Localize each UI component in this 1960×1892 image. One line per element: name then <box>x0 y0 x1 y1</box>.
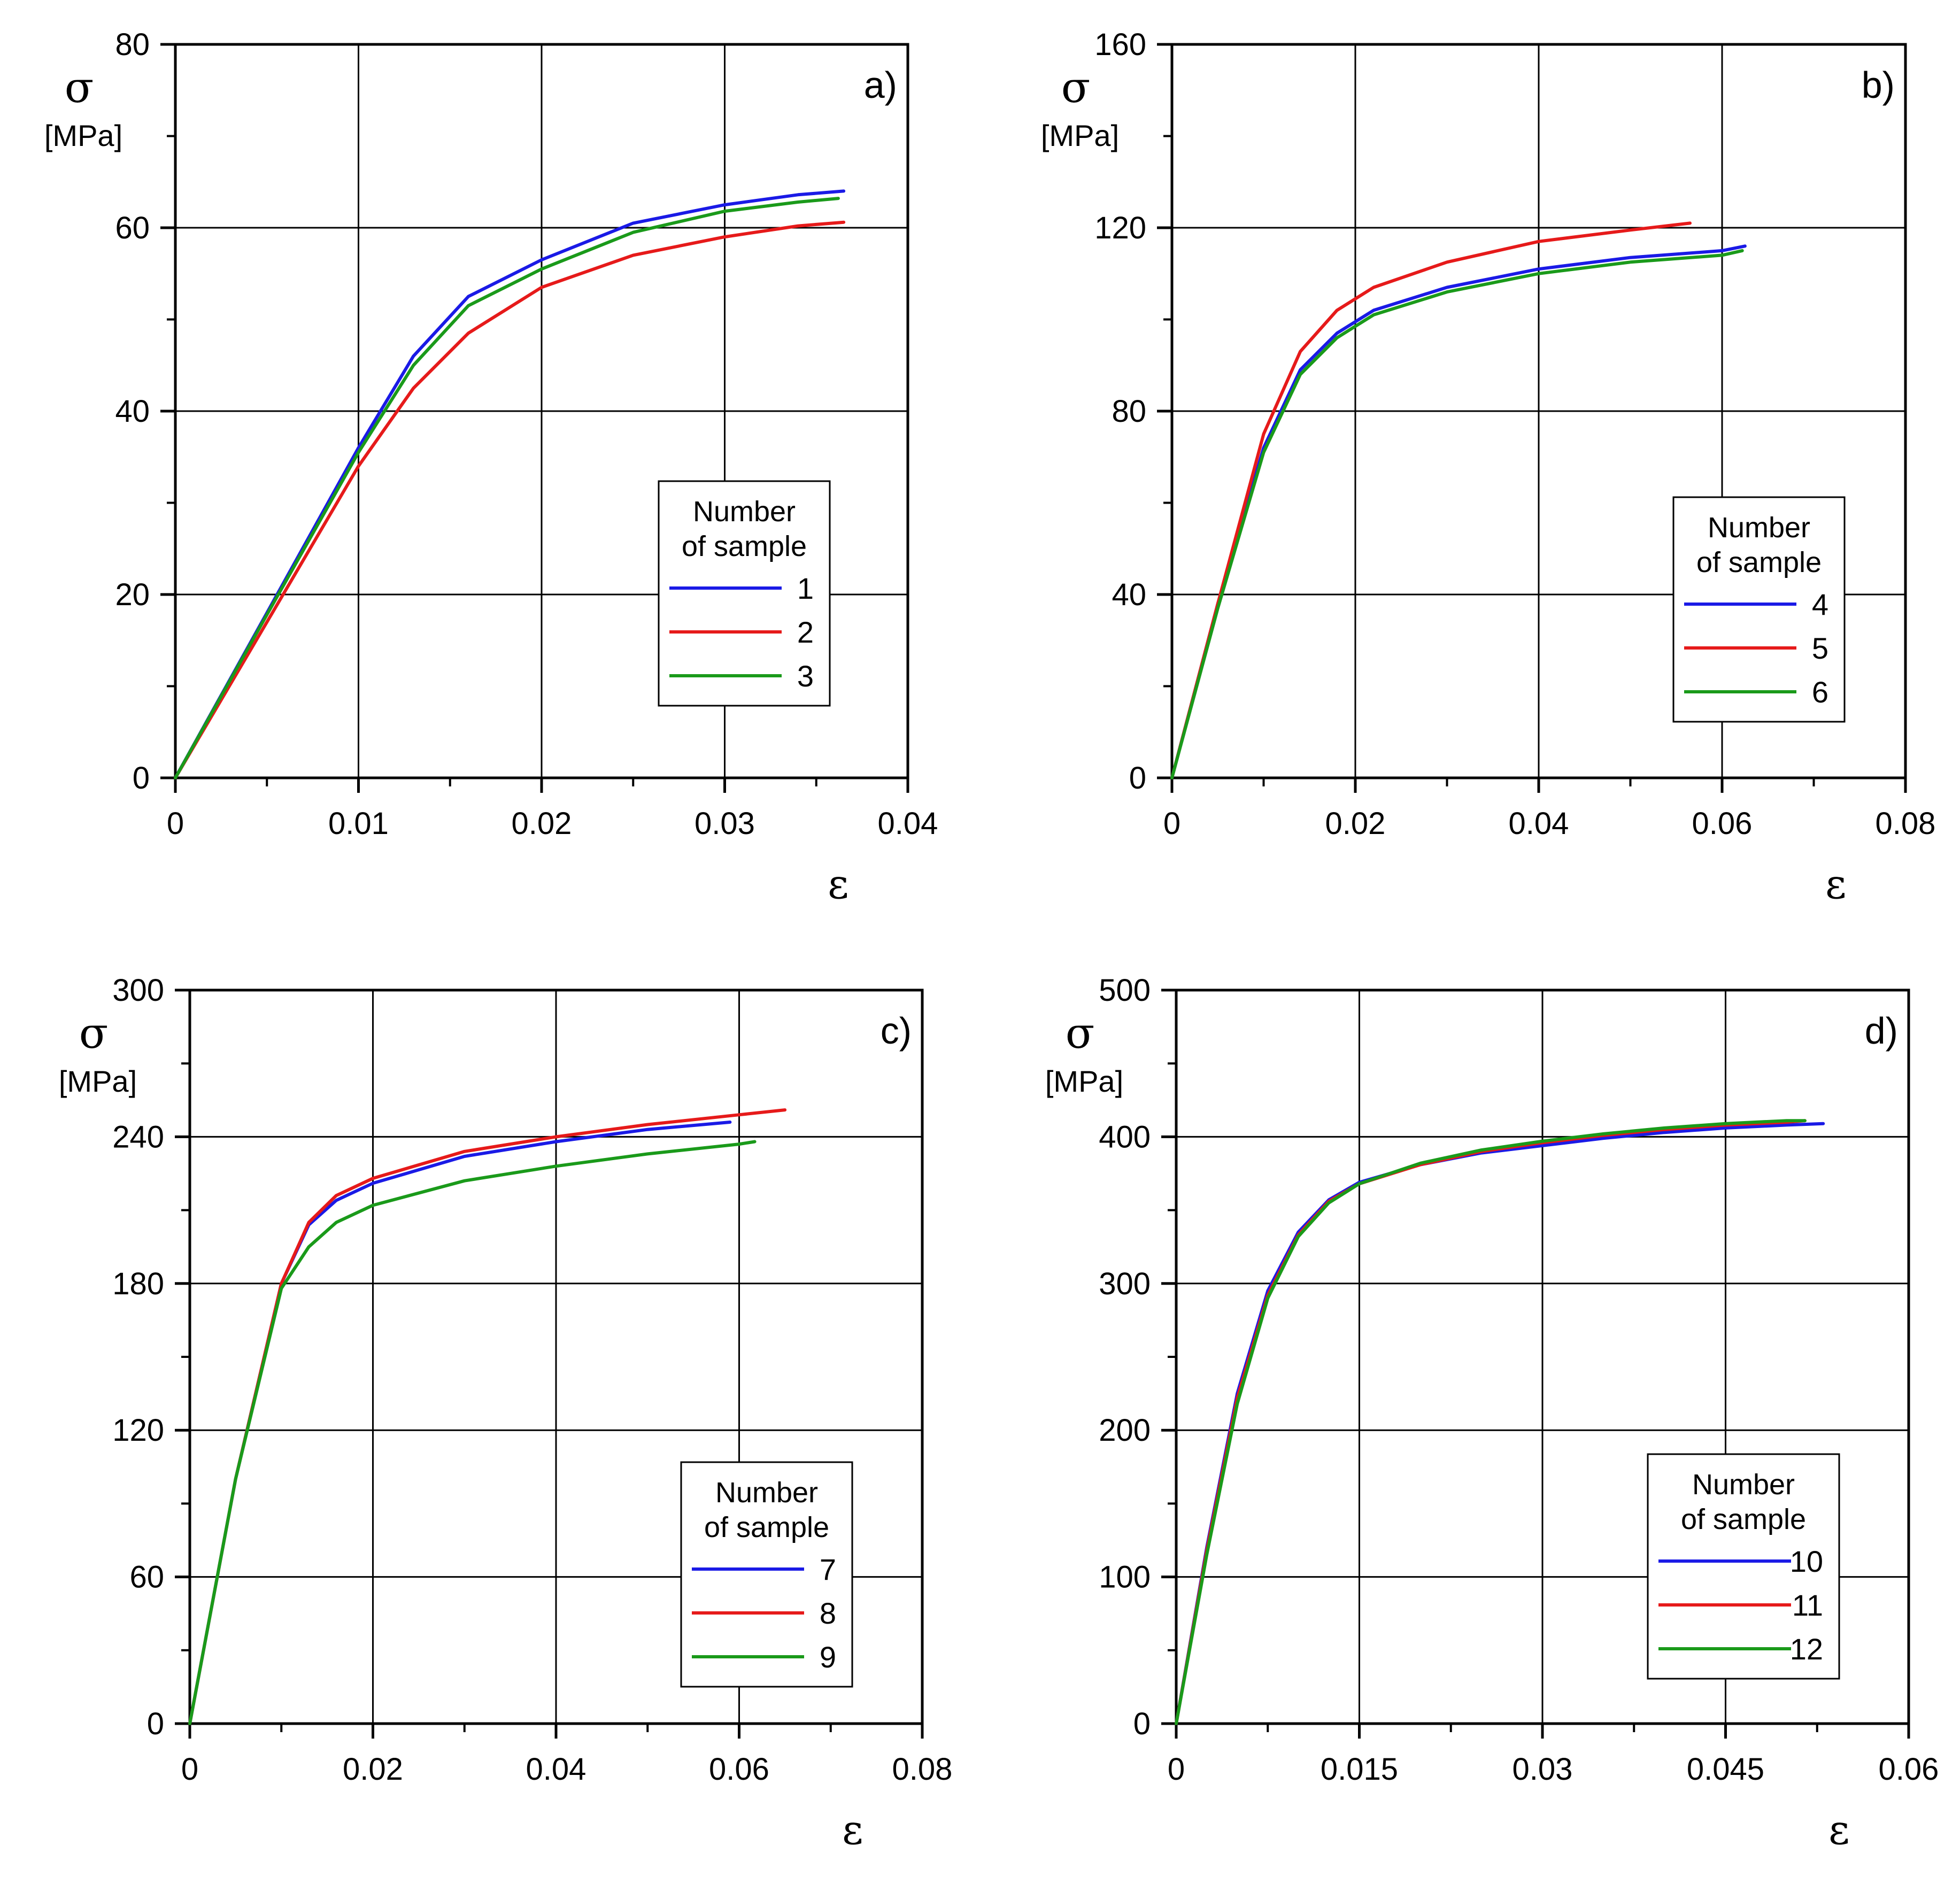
y-tick-label: 40 <box>1112 577 1146 612</box>
x-axis-label: ε <box>828 860 848 908</box>
legend-box <box>1672 496 1846 723</box>
legend-entry-label: 5 <box>1812 631 1828 665</box>
legend-entry-label: 7 <box>820 1553 836 1586</box>
y-tick-label: 80 <box>115 27 150 62</box>
x-tick-label: 0.045 <box>1687 1752 1764 1787</box>
x-tick-label: 0.015 <box>1321 1752 1398 1787</box>
series-line-9 <box>188 1140 757 1725</box>
y-tick-label: 0 <box>1133 1706 1151 1741</box>
panel-label: b) <box>1862 64 1895 106</box>
y-tick-label: 200 <box>1099 1413 1151 1448</box>
x-tick-label: 0.04 <box>526 1752 587 1787</box>
y-tick-label: 120 <box>112 1413 164 1448</box>
series-line-2 <box>174 220 846 779</box>
y-tick-label: 80 <box>1112 394 1146 429</box>
x-tick-label: 0.01 <box>328 806 389 841</box>
y-tick-label: 160 <box>1094 27 1146 62</box>
x-axis-label: ε <box>1828 1806 1849 1854</box>
series-line-5 <box>1170 221 1692 779</box>
legend-title: Number <box>715 1477 818 1509</box>
legend-title: Number <box>1692 1469 1795 1501</box>
x-tick-label: 0.06 <box>1692 806 1753 841</box>
legend-entry-label: 6 <box>1812 675 1828 709</box>
y-axis-symbol: σ <box>79 1008 109 1058</box>
y-axis-unit: [MPa] <box>1041 119 1119 152</box>
x-tick-label: 0 <box>1168 1752 1185 1787</box>
series-line-12 <box>1175 1119 1807 1725</box>
series-line-4 <box>1170 244 1747 779</box>
panel-label: a) <box>864 64 897 106</box>
y-tick-label: 40 <box>115 394 150 429</box>
chart-panel-a: 0 0.01 0.02 0.03 0.04 0 20 40 60 80 σ [MPa] ε a) Numbe… <box>44 27 938 908</box>
panel-label: d) <box>1865 1010 1898 1052</box>
legend-entry-label: 9 <box>820 1640 836 1674</box>
x-tick-label: 0.06 <box>709 1752 769 1787</box>
legend-box <box>658 480 831 707</box>
x-tick-label: 0.03 <box>1513 1752 1573 1787</box>
y-axis-symbol: σ <box>65 63 94 112</box>
y-tick-label: 240 <box>112 1119 164 1154</box>
y-axis-symbol: σ <box>1061 63 1091 112</box>
x-tick-label: 0.02 <box>1325 806 1386 841</box>
y-axis-unit: [MPa] <box>44 119 122 152</box>
legend-entry-label: 4 <box>1812 588 1828 621</box>
y-tick-label: 180 <box>112 1267 164 1301</box>
y-tick-label: 100 <box>1099 1560 1151 1595</box>
y-tick-label: 60 <box>129 1560 164 1595</box>
y-axis-symbol: σ <box>1066 1008 1095 1058</box>
y-axis-unit: [MPa] <box>59 1064 137 1098</box>
x-tick-label: 0 <box>167 806 184 841</box>
legend-box <box>680 1461 853 1688</box>
y-tick-label: 120 <box>1094 211 1146 245</box>
legend-title: Number <box>693 496 796 528</box>
y-tick-label: 0 <box>1129 761 1146 796</box>
y-tick-label: 300 <box>1099 1267 1151 1301</box>
legend-title: of sample <box>1681 1503 1806 1535</box>
legend-entry-label: 3 <box>797 659 814 693</box>
x-tick-label: 0.03 <box>695 806 755 841</box>
legend-entry-label: 10 <box>1790 1545 1823 1578</box>
x-tick-label: 0.04 <box>1509 806 1569 841</box>
series-line-7 <box>188 1121 732 1725</box>
x-tick-label: 0.08 <box>892 1752 953 1787</box>
x-tick-label: 0.04 <box>878 806 938 841</box>
panel-label: c) <box>881 1010 912 1052</box>
legend-entry-label: 2 <box>797 615 814 649</box>
legend-box <box>1647 1453 1840 1680</box>
legend-title: Number <box>1708 512 1810 544</box>
legend-entry-label: 11 <box>1792 1588 1823 1622</box>
x-tick-label: 0.06 <box>1879 1752 1939 1787</box>
y-tick-label: 500 <box>1099 973 1151 1008</box>
y-axis-unit: [MPa] <box>1045 1064 1123 1098</box>
y-tick-label: 20 <box>115 577 150 612</box>
legend-title: of sample <box>682 530 807 562</box>
y-tick-label: 0 <box>147 1706 164 1741</box>
series-line-3 <box>174 197 840 779</box>
legend-title: of sample <box>1696 546 1822 578</box>
x-tick-label: 0 <box>1163 806 1180 841</box>
x-tick-label: 0.08 <box>1876 806 1936 841</box>
legend-entry-label: 1 <box>797 572 814 605</box>
x-tick-label: 0.02 <box>512 806 572 841</box>
x-tick-label: 0 <box>181 1752 198 1787</box>
legend-entry-label: 8 <box>820 1596 836 1630</box>
y-tick-label: 60 <box>115 211 150 245</box>
y-tick-label: 0 <box>133 761 150 796</box>
y-tick-label: 300 <box>112 973 164 1008</box>
x-axis-label: ε <box>842 1806 863 1854</box>
series-line-6 <box>1170 249 1744 779</box>
x-axis-label: ε <box>1825 860 1846 908</box>
y-tick-label: 400 <box>1099 1119 1151 1154</box>
legend-title: of sample <box>704 1511 829 1543</box>
legend-entry-label: 12 <box>1790 1632 1823 1666</box>
x-tick-label: 0.02 <box>343 1752 403 1787</box>
